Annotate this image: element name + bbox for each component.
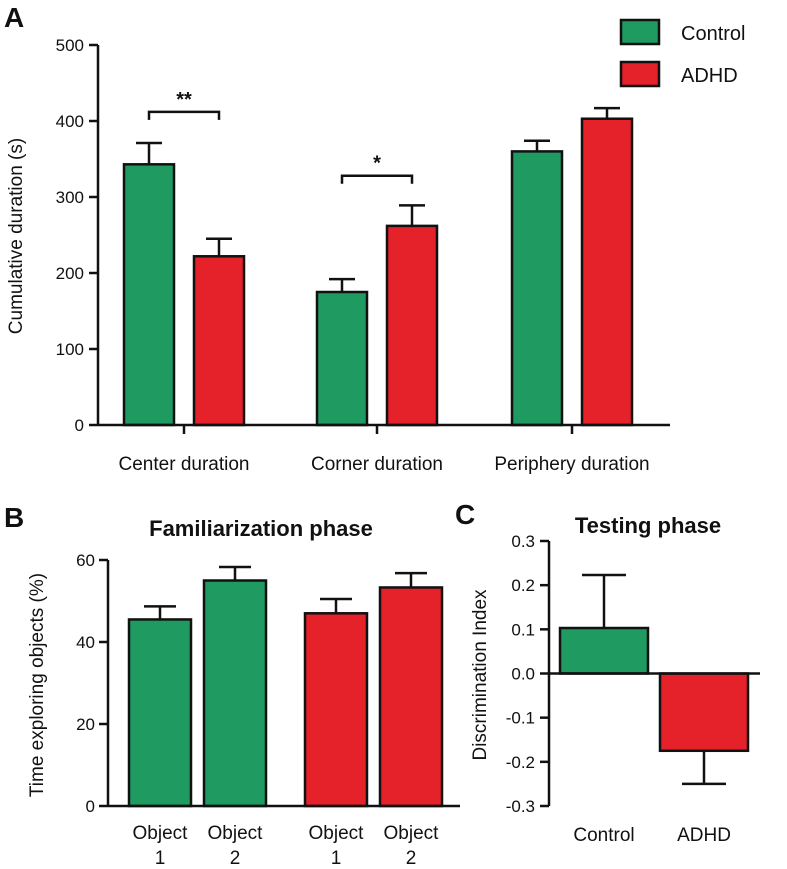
legend-label-adhd: ADHD (681, 65, 738, 87)
legend-swatch-control (619, 18, 661, 46)
panel-a-y-tick-label: 300 (56, 188, 84, 207)
panel-c-y-tick-label: 0.0 (511, 665, 535, 684)
legend-label-control: Control (681, 23, 745, 45)
panel-c-y-tick-label: 0.3 (511, 532, 535, 551)
panel-c-category-label: Control (573, 825, 634, 846)
panel-b-y-tick-label: 40 (76, 633, 95, 652)
panel-c-letter: C (455, 499, 475, 530)
panel-b-category-label: Object (384, 823, 440, 844)
panel-a-category-label: Center duration (119, 454, 250, 475)
panel-a-category-label: Periphery duration (494, 454, 649, 475)
panel-a-category-label: Corner duration (311, 454, 443, 475)
panel-c-title: Testing phase (575, 513, 721, 538)
bar-adhd (658, 672, 750, 753)
significance-label: ** (176, 89, 192, 111)
panel-b-letter: B (4, 502, 24, 533)
panel-a-y-tick-label: 500 (56, 36, 84, 55)
bar-control-1 (315, 290, 369, 427)
panel-c-y-tick-label: 0.2 (511, 576, 535, 595)
panel-a-y-tick-label: 400 (56, 112, 84, 131)
panel-b-category-number: 1 (331, 848, 342, 869)
significance-label: * (373, 153, 381, 175)
panel-c-y-tick-label: -0.2 (506, 753, 535, 772)
panel-c-y-tick-label: 0.1 (511, 620, 535, 639)
panel-c-y-tick-label: -0.3 (506, 797, 535, 816)
bar-adhd-0 (192, 255, 246, 427)
bar-object-2-control (202, 579, 268, 808)
panel-a-y-axis-label: Cumulative duration (s) (6, 138, 27, 334)
bar-control (558, 626, 650, 675)
panel-c-y-tick-label: -0.1 (506, 709, 535, 728)
significance-bracket (147, 110, 221, 120)
panel-a-legend: Control ADHD (619, 18, 745, 88)
panel-b-title: Familiarization phase (149, 516, 373, 541)
legend-swatch-adhd (619, 60, 661, 88)
panel-a-letter: A (4, 2, 24, 33)
panel-a-chart: 0 100 200 300 400 500 Center duration Corner d… (6, 18, 745, 475)
panel-b-category-number: 2 (406, 848, 417, 869)
panel-c-y-axis-label: Discrimination Index (470, 589, 491, 761)
panel-a-y-tick-label: 0 (75, 416, 84, 435)
panel-b-category-number: 2 (230, 848, 241, 869)
panel-a-y-tick-label: 200 (56, 264, 84, 283)
panel-b-y-tick-label: 0 (86, 797, 95, 816)
panel-b-y-axis-label: Time exploring objects (%) (27, 573, 48, 797)
significance-bracket (340, 174, 414, 184)
panel-a-y-tick-label: 100 (56, 340, 84, 359)
bar-object-2-adhd (378, 586, 444, 808)
panel-b-y-tick-label: 20 (76, 715, 95, 734)
panel-b-category-label: Object (208, 823, 264, 844)
panel-c-chart: Testing phase -0.3 -0.2 -0.1 0.0 0.1 0.2 0.3 C… (470, 513, 760, 846)
panel-c-category-label: ADHD (677, 825, 731, 846)
panel-b-category-label: Object (133, 823, 189, 844)
bar-object-1-control (127, 618, 193, 808)
panel-b-category-number: 1 (155, 848, 166, 869)
panel-b-y-tick-label: 60 (76, 551, 95, 570)
bar-object-1-adhd (303, 612, 369, 808)
bar-control-2 (510, 150, 564, 427)
bar-control-0 (122, 163, 176, 427)
bar-adhd-2 (580, 117, 634, 427)
panel-b-category-label: Object (309, 823, 365, 844)
panel-b-chart: Familiarization phase 0 20 40 60 Object 1 Obj… (27, 516, 460, 869)
bar-adhd-1 (385, 224, 439, 427)
